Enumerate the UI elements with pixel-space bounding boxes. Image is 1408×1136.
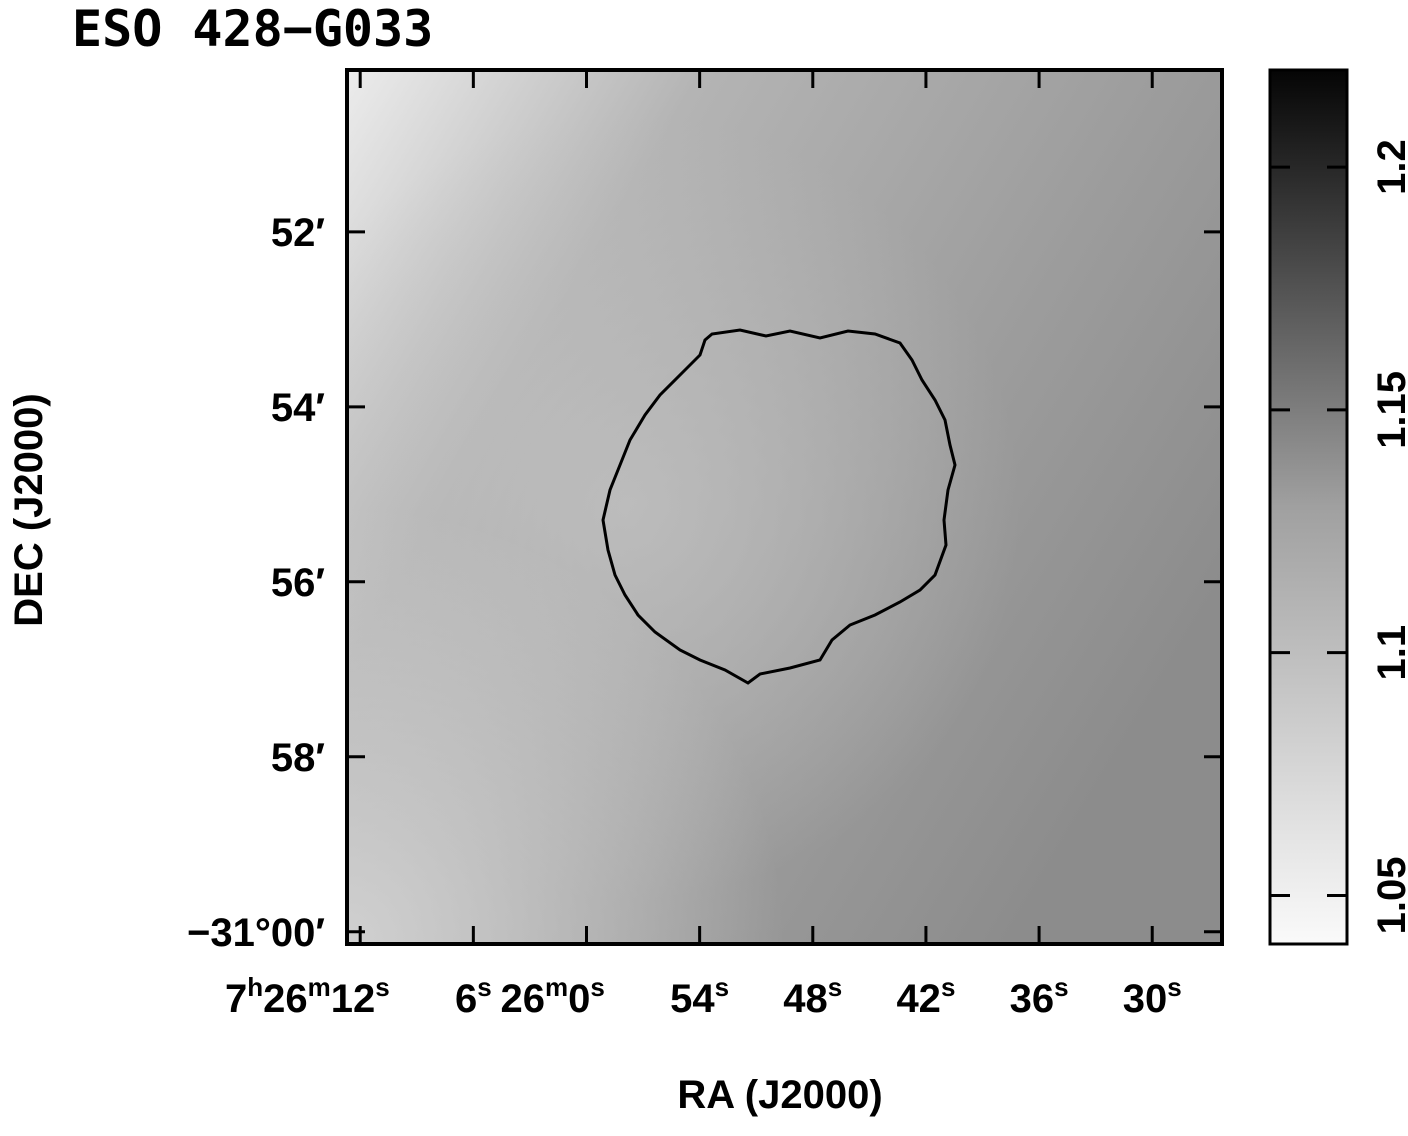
y-tick-label: 54′ [271, 386, 325, 430]
x-tick-label: 54s [670, 972, 729, 1021]
y-tick-label: −31°00′ [187, 911, 325, 955]
colorbar [1268, 68, 1349, 946]
x-tick-label: 30s [1123, 972, 1182, 1021]
contour [601, 328, 957, 685]
chart-title: ESO 428−G033 [72, 0, 433, 58]
x-axis-label: RA (J2000) [677, 1073, 882, 1117]
colorbar-tick-label: 1.1 [1370, 625, 1408, 681]
y-tick-label: 58′ [271, 736, 325, 780]
x-tick-label: 7h26m12s [225, 972, 390, 1021]
image-shade [347, 70, 1222, 944]
y-tick-label: 56′ [271, 561, 325, 605]
x-tick-label: 36s [1010, 972, 1069, 1021]
colorbar-tick-label: 1.05 [1370, 857, 1408, 935]
x-tick-label: 42s [896, 972, 955, 1021]
colorbar-tick-label: 1.15 [1370, 371, 1408, 449]
x-tick-label: 6s [455, 972, 492, 1021]
x-tick-label: 48s [783, 972, 842, 1021]
plot-frame [345, 68, 1224, 946]
x-tick-label: 26m0s [501, 972, 605, 1021]
y-axis-label: DEC (J2000) [7, 393, 51, 626]
y-tick-label: 52′ [271, 211, 325, 255]
colorbar-tick-label: 1.2 [1370, 139, 1408, 195]
